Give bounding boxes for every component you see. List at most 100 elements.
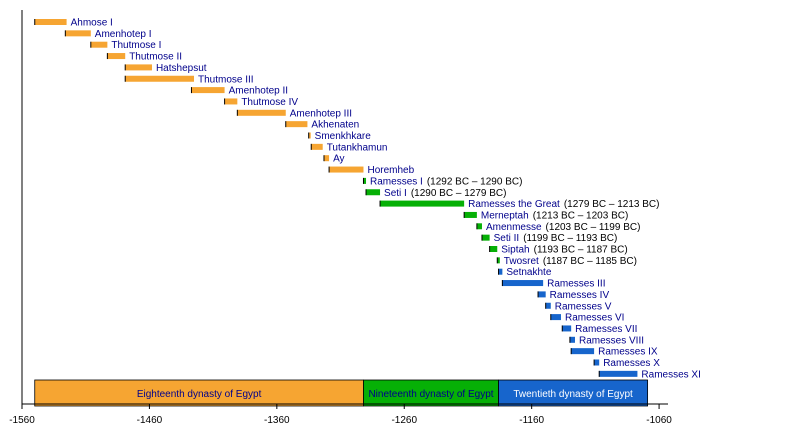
- ruler-name: Thutmose IV: [241, 97, 298, 108]
- ruler-name: Horemheb: [367, 165, 414, 176]
- dynasty-label-eighteenth: Eighteenth dynasty of Egypt: [137, 389, 262, 400]
- ruler-bar-ramesses-xi: [599, 370, 638, 377]
- ruler-bar-seti-i: [366, 189, 381, 196]
- ruler-bar-siptah: [489, 246, 498, 252]
- ruler-bar-merneptah: [464, 211, 477, 218]
- ruler-label-ramesses-iii: Ramesses III: [547, 279, 605, 290]
- ruler-name: Siptah: [501, 245, 529, 256]
- ruler-name: Thutmose II: [129, 52, 182, 63]
- ruler-bar-ramesses-vii: [562, 325, 572, 332]
- x-tick-label: -1260: [391, 415, 417, 426]
- ruler-name: Ramesses VII: [575, 324, 637, 335]
- ruler-name: Twosret: [504, 256, 539, 267]
- ruler-dates: (1292 BC – 1290 BC): [427, 176, 523, 187]
- ruler-name: Ramesses XI: [641, 369, 700, 380]
- ruler-label-ahmose-i: Ahmose I: [71, 18, 113, 29]
- dynasty-label-nineteenth: Nineteenth dynasty of Egypt: [368, 389, 493, 400]
- ruler-bar-ramesses-i: [363, 177, 367, 184]
- ruler-name: Ramesses V: [555, 301, 612, 312]
- ruler-name: Thutmose I: [111, 40, 161, 51]
- dynasty-label-twentieth: Twentieth dynasty of Egypt: [513, 389, 633, 400]
- ruler-name: Seti I: [384, 188, 407, 199]
- ruler-dates: (1199 BC – 1193 BC): [523, 233, 617, 244]
- ruler-label-amenhotep-ii: Amenhotep II: [229, 86, 288, 97]
- dynasty-band-nineteenth: [363, 379, 499, 407]
- ruler-bar-thutmose-iv: [224, 98, 238, 105]
- ruler-bar-ramesses-iv: [538, 291, 546, 298]
- ruler-bar-ay: [323, 155, 330, 162]
- x-tick-label: -1360: [264, 415, 290, 426]
- ruler-bar-akhenaten: [285, 121, 308, 128]
- ruler-bar-ramesses-v: [545, 302, 551, 309]
- x-tick-label: -1560: [9, 415, 35, 426]
- ruler-name: Setnakhte: [506, 267, 551, 278]
- ruler-bar-tutankhamun: [311, 143, 323, 150]
- ruler-bar-horemheb: [329, 166, 364, 173]
- ruler-name: Ramesses IV: [550, 290, 610, 301]
- ruler-dates: (1187 BC – 1185 BC): [543, 256, 637, 267]
- ruler-bar-thutmose-iii: [125, 75, 195, 82]
- ruler-bar-smenkhkare: [308, 132, 311, 139]
- ruler-name: Ramesses III: [547, 279, 605, 290]
- ruler-dates: (1290 BC – 1279 BC): [411, 188, 507, 199]
- ruler-bar-ahmose-i: [34, 19, 67, 25]
- ruler-name: Ramesses the Great: [468, 199, 560, 210]
- ruler-dates: (1193 BC – 1187 BC): [534, 245, 628, 256]
- ruler-name: Hatshepsut: [156, 63, 207, 74]
- ruler-name: Amenhotep III: [290, 108, 352, 119]
- ruler-label-smenkhkare: Smenkhkare: [315, 131, 372, 142]
- ruler-bar-amenhotep-iii: [237, 109, 286, 116]
- ruler-label-ramesses-iv: Ramesses IV: [550, 290, 610, 301]
- x-tick-label: -1060: [646, 415, 672, 426]
- ruler-label-ramesses-viii: Ramesses VIII: [579, 335, 644, 346]
- x-axis-ticks: -1560 -1460 -1360 -1260 -1160 -1060: [9, 404, 672, 426]
- ruler-label-setnakhte: Setnakhte: [506, 267, 551, 278]
- ruler-label-ay: Ay: [333, 154, 345, 165]
- ruler-dates: (1203 BC – 1199 BC): [546, 222, 641, 233]
- ruler-name: Amenmesse: [486, 222, 542, 233]
- ruler-bar-thutmose-ii: [107, 53, 126, 60]
- ruler-name: Ramesses IX: [598, 347, 658, 358]
- ruler-bar-seti-ii: [481, 234, 490, 241]
- ruler-label-amenhotep-i: Amenhotep I: [95, 29, 152, 40]
- ruler-label-thutmose-ii: Thutmose II: [129, 52, 182, 63]
- ruler-dates: (1213 BC – 1203 BC): [533, 210, 629, 221]
- ruler-bar-ramesses-x: [594, 359, 600, 366]
- ruler-name: Ahmose I: [71, 18, 113, 29]
- ruler-label-ramesses-x: Ramesses X: [603, 358, 660, 369]
- ruler-name: Thutmose III: [198, 74, 254, 85]
- ruler-label-ramesses-v: Ramesses V: [555, 301, 612, 312]
- dynasty-band-twentieth: [498, 379, 649, 407]
- ruler-label-amenhotep-iii: Amenhotep III: [290, 108, 352, 119]
- ruler-label-ramesses-xi: Ramesses XI: [641, 369, 700, 380]
- ruler-name: Amenhotep II: [229, 86, 288, 97]
- axes: [21, 10, 668, 405]
- x-tick-label: -1460: [137, 415, 163, 426]
- dynasty-bands: Eighteenth dynasty of Egypt Nineteenth dy…: [34, 379, 649, 407]
- ruler-label-ramesses-vii: Ramesses VII: [575, 324, 637, 335]
- ruler-label-amenmesse: Amenmesse (1203 BC – 1199 BC): [486, 222, 640, 233]
- ruler-bar-hatshepsut: [125, 64, 152, 71]
- ruler-label-siptah: Siptah (1193 BC – 1187 BC): [501, 245, 628, 256]
- ruler-label-ramesses-i: Ramesses I (1292 BC – 1290 BC): [370, 176, 522, 187]
- ruler-label-horemheb: Horemheb: [367, 165, 414, 176]
- ruler-name: Ramesses I: [370, 176, 423, 187]
- ruler-bar-thutmose-i: [90, 41, 108, 48]
- ruler-bar-ramesses-iii: [502, 280, 544, 287]
- ruler-label-twosret: Twosret (1187 BC – 1185 BC): [504, 256, 637, 267]
- ruler-label-ramesses-vi: Ramesses VI: [565, 313, 624, 324]
- ruler-label-tutankhamun: Tutankhamun: [327, 142, 388, 153]
- x-tick-label: -1160: [519, 415, 544, 426]
- ruler-label-merneptah: Merneptah (1213 BC – 1203 BC): [481, 210, 628, 221]
- ruler-name: Seti II: [494, 233, 520, 244]
- ruler-name: Ramesses X: [603, 358, 660, 369]
- ruler-bar-ramesses-viii: [569, 336, 575, 343]
- ruler-name: Ay: [333, 154, 345, 165]
- ruler-name: Smenkhkare: [315, 131, 372, 142]
- ruler-name: Ramesses VI: [565, 313, 624, 324]
- ruler-name: Merneptah: [481, 210, 529, 221]
- ruler-bar-ramesses-vi: [550, 314, 561, 321]
- ruler-label-ramesses-the-great: Ramesses the Great (1279 BC – 1213 BC): [468, 199, 659, 210]
- ruler-bar-amenhotep-ii: [191, 87, 225, 94]
- ruler-name: Akhenaten: [311, 120, 359, 131]
